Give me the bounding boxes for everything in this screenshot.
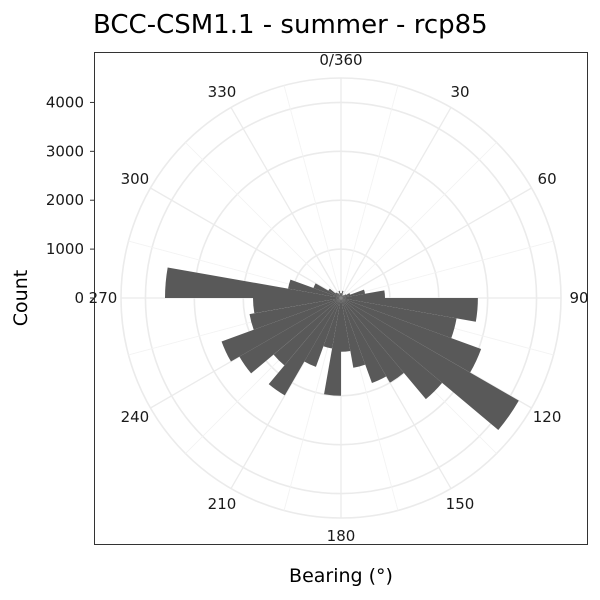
y-tick-label: 1000 [46,240,84,258]
angle-label: 300 [121,170,150,188]
angle-label: 60 [538,170,557,188]
bars [165,267,519,430]
bar-50 [341,294,347,298]
y-tick-label: 0 [74,289,84,307]
bar-160 [341,298,366,368]
radial-axis: 0 1000 2000 3000 4000 [46,93,95,307]
angle-label: 210 [208,495,237,513]
bar-250 [249,298,341,330]
bar-140 [341,298,404,383]
angle-label: 0/360 [319,51,362,69]
y-axis-title: Count [10,270,32,326]
bar-280 [288,279,341,298]
angle-label: 330 [208,83,237,101]
bar-30 [341,295,343,298]
bar-190 [323,298,341,349]
grid-spoke [340,187,532,299]
angle-label: 30 [450,83,469,101]
grid-spoke [340,107,452,299]
bar-130 [341,298,443,400]
bar-340 [338,290,341,298]
bar-90 [341,298,478,322]
grid-spoke [340,85,399,299]
angle-label: 90 [569,289,588,307]
y-tick-label: 2000 [46,191,84,209]
grid-spoke [340,142,497,299]
bar-200 [304,298,341,367]
angle-label: 270 [89,289,118,307]
bar-350 [340,293,341,298]
grid-spoke [150,187,342,299]
bar-120 [341,298,519,430]
bar-110 [341,298,482,373]
bar-330 [339,294,341,298]
grid-spoke [230,107,342,299]
bar-60 [341,293,351,298]
bar-270 [165,267,341,298]
bar-260 [253,298,341,314]
bar-20 [341,294,343,298]
bar-100 [341,298,457,339]
bar-290 [313,283,341,298]
bar-80 [341,290,385,298]
y-tick-label: 4000 [46,93,84,111]
bar-210 [268,298,341,396]
bar-300 [328,288,341,298]
bar-70 [341,289,366,298]
angle-label: 180 [327,527,356,545]
bar-240 [221,298,341,362]
bar-180 [324,298,341,396]
bar-10 [341,290,344,298]
angle-label: 150 [446,495,475,513]
bar-230 [239,298,341,374]
bar-170 [341,298,351,352]
bar-0 [341,293,342,298]
grid-spoke [185,142,342,299]
x-axis-title: Bearing (°) [289,565,393,587]
angle-label: 120 [533,408,562,426]
bar-150 [341,298,387,383]
grid-spoke [340,240,554,299]
angle-labels: 0/360 30 60 90 120 150 180 210 240 270 300 330 [89,51,589,545]
angle-label: 240 [121,408,150,426]
grid-spoke [283,85,342,299]
y-tick-label: 3000 [46,142,84,160]
bar-220 [273,298,341,366]
bar-320 [337,292,341,298]
bar-40 [341,295,344,298]
chart-title: BCC-CSM1.1 - summer - rcp85 [93,10,488,40]
bar-310 [335,292,341,298]
